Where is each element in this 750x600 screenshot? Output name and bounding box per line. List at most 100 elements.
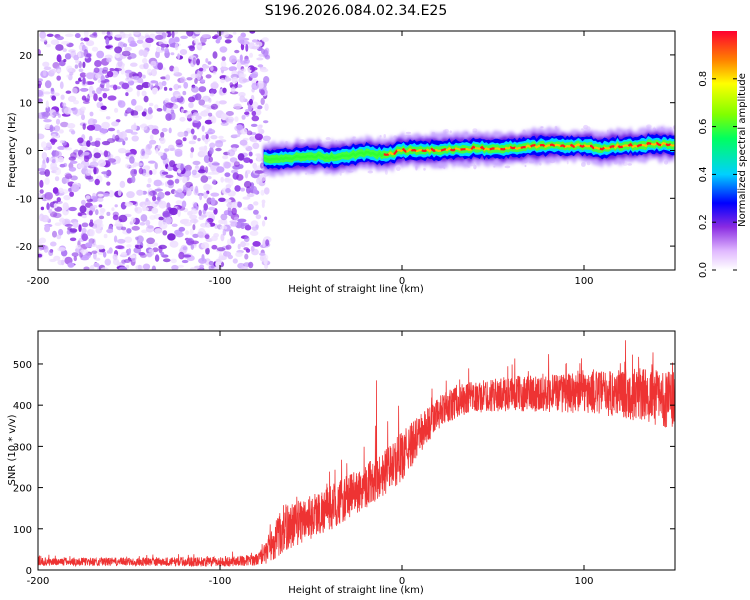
noise-speckle [177, 264, 184, 268]
spectrogram-xtick-label: 100 [574, 276, 593, 287]
snr-ytick-label: 400 [13, 401, 32, 412]
noise-speckle [161, 80, 167, 87]
noise-speckle [130, 124, 138, 131]
noise-speckle [95, 257, 101, 261]
noise-speckle [137, 241, 141, 245]
noise-speckle [224, 75, 230, 83]
noise-speckle [142, 263, 151, 270]
noise-speckle [230, 236, 236, 244]
noise-speckle [198, 44, 202, 49]
noise-speckle [51, 95, 57, 101]
noise-speckle [92, 157, 97, 163]
noise-speckle [204, 234, 210, 240]
noise-speckle [135, 244, 143, 249]
noise-speckle [140, 148, 145, 156]
noise-speckle [140, 49, 149, 56]
noise-speckle [46, 43, 51, 48]
noise-speckle [207, 171, 217, 175]
noise-speckle [255, 214, 262, 220]
noise-speckle [250, 123, 258, 127]
noise-speckle [98, 215, 105, 220]
noise-speckle [205, 247, 210, 255]
noise-speckle [114, 107, 119, 113]
noise-speckle [157, 62, 164, 70]
noise-speckle [194, 185, 199, 194]
noise-speckle [137, 264, 142, 270]
noise-speckle [129, 254, 136, 259]
noise-speckle [131, 225, 140, 231]
noise-speckle [218, 135, 224, 139]
noise-speckle [246, 193, 255, 198]
noise-speckle [132, 115, 139, 119]
noise-speckle [96, 50, 105, 59]
noise-speckle [117, 100, 126, 108]
spectrogram-ytick-label: 20 [19, 51, 32, 62]
noise-speckle [158, 200, 167, 209]
noise-speckle [261, 202, 265, 208]
noise-speckle [121, 226, 127, 231]
noise-speckle [126, 72, 130, 80]
noise-speckle [249, 98, 253, 106]
noise-speckle [130, 131, 138, 135]
snr-ytick-label: 200 [13, 484, 32, 495]
noise-speckle [60, 121, 69, 128]
noise-speckle [240, 68, 247, 73]
noise-speckle [233, 161, 240, 168]
trace-speckle [653, 126, 656, 131]
noise-speckle [59, 217, 65, 225]
noise-speckle [218, 100, 227, 105]
noise-speckle [194, 78, 198, 84]
colorbar: 0.0 0.2 0.4 0.6 0.8 Normalized spectral ampl… [698, 31, 748, 278]
noise-speckle [223, 161, 231, 169]
noise-speckle [141, 81, 151, 89]
noise-speckle [251, 82, 259, 91]
noise-speckle [139, 80, 144, 84]
noise-speckle [163, 86, 168, 91]
noise-speckle [53, 125, 61, 132]
spectrogram-xtick-label: 0 [399, 276, 405, 287]
noise-speckle [251, 46, 259, 50]
noise-speckle [199, 148, 206, 156]
noise-speckle [180, 108, 185, 113]
noise-speckle [188, 102, 194, 109]
noise-speckle [185, 230, 190, 235]
noise-speckle [198, 215, 205, 220]
noise-speckle [116, 129, 120, 134]
noise-speckle [108, 190, 115, 198]
noise-speckle [225, 188, 231, 193]
noise-speckle [260, 162, 264, 169]
noise-speckle [239, 95, 246, 103]
trace-speckle [581, 162, 586, 167]
noise-speckle [177, 209, 181, 217]
noise-speckle [69, 237, 77, 242]
noise-speckle [51, 158, 56, 164]
noise-speckle [106, 70, 114, 78]
noise-speckle [141, 111, 147, 117]
noise-speckle [71, 252, 79, 257]
noise-speckle [190, 208, 198, 215]
noise-speckle [222, 228, 227, 236]
snr-xtick-label: 100 [574, 576, 593, 587]
noise-speckle [95, 137, 101, 141]
noise-speckle [69, 228, 78, 233]
trace-speckle [396, 166, 401, 171]
noise-speckle [99, 211, 105, 216]
noise-speckle [210, 103, 218, 110]
spectrogram-xlabel: Height of straight line (km) [288, 284, 424, 295]
noise-speckle [89, 111, 94, 117]
noise-speckle [133, 161, 138, 168]
noise-speckle [63, 147, 73, 151]
noise-speckle [55, 118, 61, 125]
trace-speckle [325, 137, 331, 141]
noise-speckle [46, 202, 50, 210]
noise-speckle [189, 45, 195, 52]
noise-speckle [167, 144, 175, 151]
noise-speckle [100, 105, 107, 111]
noise-speckle [123, 259, 131, 263]
noise-speckle [43, 147, 49, 151]
noise-speckle [46, 33, 54, 37]
noise-speckle [88, 135, 93, 142]
noise-speckle [122, 43, 128, 48]
noise-speckle [231, 76, 238, 84]
